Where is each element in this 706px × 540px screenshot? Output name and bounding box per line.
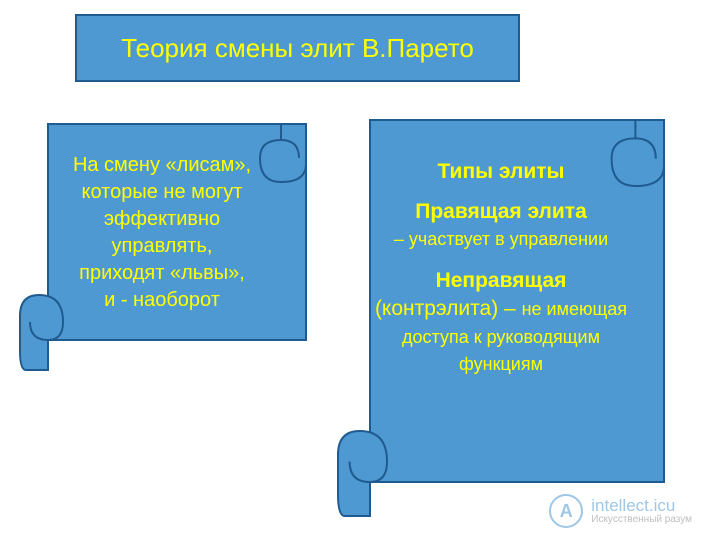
title-box: Теория смены элит В.Парето [75, 14, 520, 82]
watermark: A intellect.icu Искусственный разум [549, 494, 692, 528]
watermark-icon: A [549, 494, 583, 528]
scroll-right-subheading: Правящая элита [366, 198, 636, 226]
scroll-left-line: эффективно [42, 206, 282, 233]
scroll-right: Типы элиты Правящая элита– участвует в уп… [336, 118, 666, 518]
scroll-right-body: – участвует в управлении [366, 227, 636, 251]
scroll-right-body: (контрэлита) – не имеющая доступа к руко… [366, 295, 636, 377]
scroll-left-content: На смену «лисам»,которые не могутэффекти… [42, 152, 282, 314]
watermark-text: intellect.icu Искусственный разум [591, 497, 692, 525]
watermark-icon-letter: A [560, 501, 573, 522]
scroll-left-line: На смену «лисам», [42, 152, 282, 179]
watermark-sub: Искусственный разум [591, 515, 692, 526]
scroll-right-emph: (контрэлита) – [375, 297, 522, 320]
spacer [366, 251, 636, 267]
watermark-main: intellect.icu [591, 497, 692, 515]
scroll-left: На смену «лисам»,которые не могутэффекти… [18, 122, 308, 372]
spacer [366, 186, 636, 198]
scroll-left-line: и - наоборот [42, 287, 282, 314]
scroll-left-line: приходят «львы», [42, 260, 282, 287]
title-text: Теория смены элит В.Парето [121, 33, 474, 64]
scroll-right-heading: Типы элиты [366, 158, 636, 186]
scroll-right-subheading: Неправящая [366, 267, 636, 295]
scroll-right-content: Типы элиты Правящая элита– участвует в уп… [366, 158, 636, 378]
scroll-left-line: которые не могут [42, 179, 282, 206]
scroll-left-line: управлять, [42, 233, 282, 260]
